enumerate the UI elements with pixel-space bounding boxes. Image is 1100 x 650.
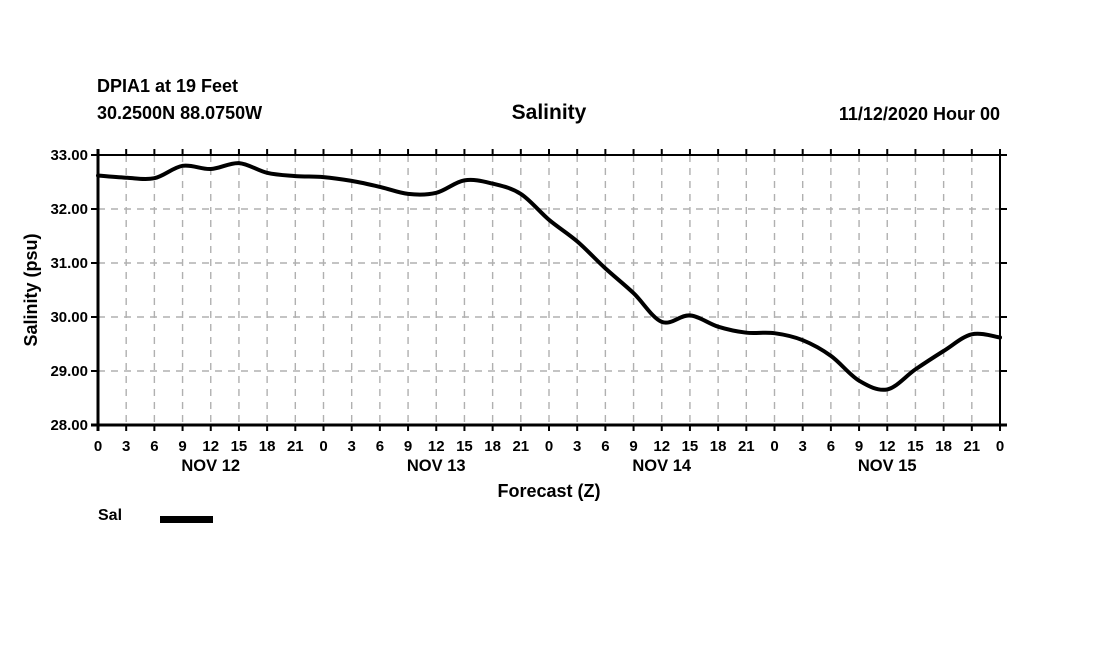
y-tick-label: 32.00	[50, 201, 88, 218]
x-tick-label: 12	[202, 438, 219, 455]
forecast-run-time: 11/12/2020 Hour 00	[838, 104, 1000, 124]
station-name: DPIA1 at 19 Feet	[97, 76, 239, 96]
legend-series-label: Sal	[98, 507, 123, 524]
plot-border-and-ticks	[91, 149, 1007, 431]
x-tick-label: 12	[879, 438, 896, 455]
x-tick-label: 21	[738, 438, 755, 455]
x-tick-label: 9	[629, 438, 637, 455]
x-tick-label: 12	[428, 438, 445, 455]
x-tick-label: 0	[545, 438, 553, 455]
x-tick-label: 21	[287, 438, 304, 455]
x-tick-label: 18	[935, 438, 952, 455]
x-tick-label: 0	[94, 438, 102, 455]
x-tick-label: 18	[259, 438, 276, 455]
x-tick-label: 12	[653, 438, 670, 455]
day-labels: NOV 12 NOV 13 NOV 14 NOV 15	[181, 457, 916, 475]
x-tick-label: 21	[512, 438, 529, 455]
sal-series-line	[96, 161, 1002, 392]
x-tick-label: 9	[855, 438, 863, 455]
x-tick-label: 0	[770, 438, 778, 455]
legend-line-swatch	[160, 516, 213, 523]
grid-lines	[98, 155, 1000, 425]
x-tick-labels: 0 3 6 9 12 15 18 21 0 3 6 9 12 15 18 21 0 3 6 9 12 15 18 21 0 3 6 9…	[94, 438, 1004, 455]
x-tick-label: 15	[907, 438, 924, 455]
x-tick-label: 3	[799, 438, 807, 455]
station-coordinates: 30.2500N 88.0750W	[97, 103, 263, 123]
y-tick-label: 29.00	[50, 363, 88, 380]
x-tick-label: 15	[682, 438, 699, 455]
x-tick-label: 3	[122, 438, 130, 455]
y-tick-label: 28.00	[50, 417, 88, 434]
day-label: NOV 15	[858, 457, 917, 475]
x-tick-label: 3	[348, 438, 356, 455]
y-tick-label: 30.00	[50, 309, 88, 326]
chart-title: Salinity	[511, 101, 587, 124]
x-tick-label: 6	[827, 438, 835, 455]
day-label: NOV 14	[632, 457, 692, 475]
x-tick-label: 9	[178, 438, 186, 455]
x-tick-label: 3	[573, 438, 581, 455]
x-tick-label: 9	[404, 438, 412, 455]
x-tick-label: 0	[319, 438, 327, 455]
y-tick-labels: 28.00 29.00 30.00 31.00 32.00 33.00	[50, 147, 88, 434]
x-tick-label: 6	[601, 438, 609, 455]
x-tick-label: 18	[484, 438, 501, 455]
x-tick-label: 15	[231, 438, 248, 455]
y-tick-label: 33.00	[50, 147, 88, 164]
x-tick-label: 6	[376, 438, 384, 455]
x-tick-label: 0	[996, 438, 1004, 455]
x-axis-label: Forecast (Z)	[497, 481, 601, 501]
x-tick-label: 21	[963, 438, 980, 455]
x-tick-label: 15	[456, 438, 473, 455]
day-label: NOV 13	[407, 457, 466, 475]
y-tick-label: 31.00	[50, 255, 88, 272]
day-label: NOV 12	[181, 457, 240, 475]
x-tick-label: 6	[150, 438, 158, 455]
x-tick-label: 18	[710, 438, 727, 455]
